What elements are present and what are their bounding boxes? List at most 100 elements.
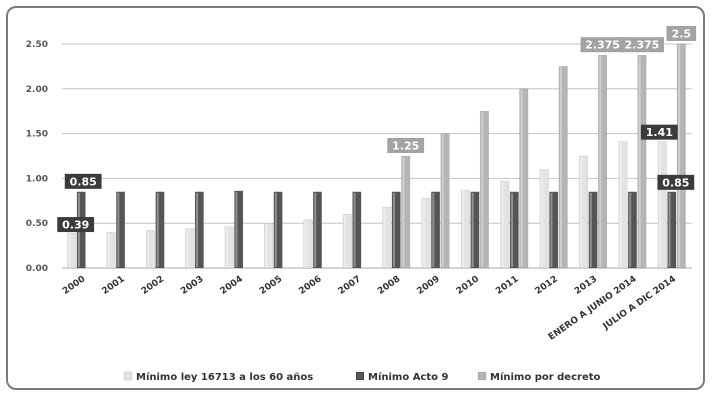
bar-highlight	[383, 208, 386, 267]
bar-highlight	[196, 192, 199, 267]
bar-highlight	[344, 215, 347, 267]
bar-highlight	[441, 134, 444, 267]
bar-highlight	[678, 45, 681, 267]
data-label: 0.85	[662, 176, 689, 189]
x-tick-label: 2011	[494, 274, 520, 297]
bar-decreto	[479, 110, 489, 269]
bar-decreto	[637, 54, 647, 269]
bar-highlight	[481, 112, 484, 267]
x-tick-label: 2003	[179, 274, 205, 297]
y-tick-label: 2.00	[26, 85, 48, 95]
legend-label: Mínimo por decreto	[490, 371, 601, 383]
x-tick-label: 2009	[416, 274, 442, 297]
data-label-box	[64, 173, 102, 189]
bar-ley	[539, 169, 549, 269]
bar-highlight	[619, 142, 622, 267]
y-tick-label: 0.00	[26, 264, 48, 274]
bar-ley	[67, 232, 77, 269]
bar-highlight	[599, 56, 602, 268]
bar-ley	[500, 180, 510, 269]
x-tick-label: 2000	[61, 274, 87, 297]
bar-highlight	[540, 170, 543, 267]
legend: Mínimo ley 16713 a los 60 años Mínimo Act…	[123, 371, 601, 383]
bar-ley	[224, 226, 234, 269]
bar-highlight	[589, 192, 592, 267]
bar-decreto	[440, 133, 450, 269]
bar-ley	[460, 189, 470, 269]
bar-highlight	[668, 192, 671, 267]
bar-acto	[234, 190, 244, 269]
data-label: 1.25	[392, 140, 419, 153]
bar-highlight	[392, 192, 395, 267]
data-labels-layer: 0.39 0.85 1.25 2.375 2.375 2.5 1.41 0.85	[57, 26, 697, 233]
y-tick-label: 1.00	[26, 174, 48, 184]
data-label: 0.39	[62, 219, 89, 232]
bar-acto	[431, 191, 441, 269]
data-label: 2.5	[672, 28, 692, 41]
bar-highlight	[638, 56, 641, 268]
data-label-box	[57, 217, 95, 233]
y-axis: 0.00 0.50 1.00 1.50 2.00 2.50	[26, 40, 48, 274]
bars-layer	[67, 43, 686, 269]
bar-acto	[588, 191, 598, 269]
bar-highlight	[580, 157, 583, 267]
bar-highlight	[107, 233, 110, 267]
bar-highlight	[353, 192, 356, 267]
bar-ley	[106, 231, 116, 269]
x-tick-label: 2002	[140, 274, 166, 297]
x-tick-label: 2010	[455, 274, 481, 297]
bar-highlight	[629, 192, 632, 267]
x-tick-label: 2013	[573, 274, 599, 297]
x-tick-label: 2008	[376, 274, 402, 297]
data-label-box	[640, 124, 678, 140]
bar-highlight	[520, 89, 523, 267]
data-label: 2.375	[625, 39, 660, 52]
legend-swatch	[477, 371, 487, 381]
bar-highlight	[274, 192, 277, 267]
bar-ley	[185, 228, 195, 269]
data-label-box	[666, 26, 697, 41]
bar-highlight	[314, 192, 317, 267]
bar-highlight	[186, 229, 189, 267]
x-tick-label: 2007	[337, 274, 363, 297]
bar-highlight	[156, 192, 159, 267]
bar-highlight	[304, 220, 307, 267]
x-tick-label: 2005	[258, 274, 284, 297]
bar-ley	[145, 230, 155, 269]
bar-ley	[421, 197, 431, 269]
bar-highlight	[550, 192, 553, 267]
bar-highlight	[422, 199, 425, 267]
bar-highlight	[265, 224, 268, 267]
x-tick-label: 2001	[101, 274, 127, 297]
bar-decreto	[676, 43, 686, 269]
y-tick-label: 1.50	[26, 130, 48, 140]
bar-highlight	[659, 142, 662, 267]
bar-decreto	[558, 66, 568, 269]
data-label-box	[619, 37, 664, 53]
bar-acto	[391, 191, 401, 269]
bar-highlight	[68, 234, 71, 267]
x-tick-label: 2004	[219, 274, 245, 297]
bar-ley	[342, 213, 352, 269]
x-tick-label: 2012	[534, 274, 560, 297]
x-tick-label: JULIO A DIC 2014	[601, 274, 678, 332]
bar-acto	[549, 191, 559, 269]
data-label: 1.41	[646, 126, 673, 139]
y-tick-label: 0.50	[26, 219, 48, 229]
x-axis: 2000 2001 2002 2003 2004 2005 2006 2007 2008 2009…	[61, 274, 678, 342]
bar-ley	[303, 219, 313, 269]
data-label: 0.85	[70, 175, 97, 188]
bar-highlight	[147, 231, 150, 267]
bar-acto	[509, 191, 519, 269]
bar-highlight	[462, 191, 465, 267]
data-label: 2.375	[585, 39, 620, 52]
legend-label: Mínimo Acto 9	[368, 371, 448, 383]
bar-highlight	[511, 192, 514, 267]
bar-acto	[155, 191, 165, 269]
bar-acto	[470, 191, 480, 269]
bar-acto	[194, 191, 204, 269]
bar-ley	[264, 222, 274, 269]
bar-ley	[382, 206, 392, 269]
bar-highlight	[225, 227, 228, 267]
